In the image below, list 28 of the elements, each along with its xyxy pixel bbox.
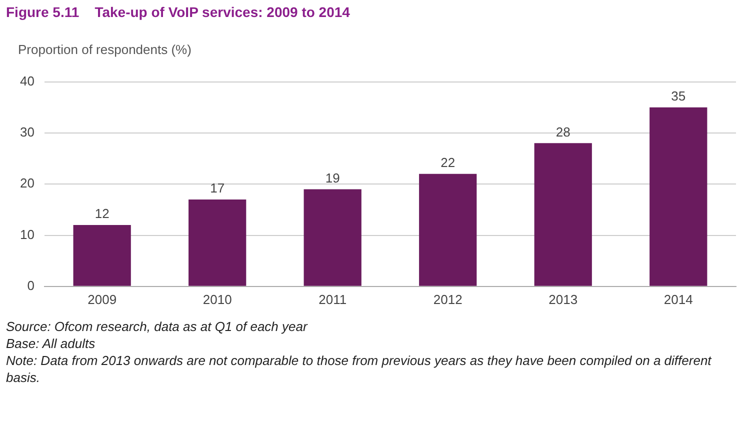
- data-label: 19: [325, 170, 340, 186]
- x-tick-label: 2010: [202, 292, 232, 307]
- chart-title: Figure 5.11 Take-up of VoIP services: 2009 to 2014: [6, 4, 350, 20]
- data-label: 22: [440, 154, 456, 170]
- bar: [188, 199, 246, 286]
- y-tick-label: 10: [20, 226, 34, 242]
- data-label: 28: [556, 124, 570, 140]
- y-tick-label: 20: [20, 176, 34, 191]
- y-tick-label: 40: [20, 73, 34, 88]
- data-label: 12: [94, 206, 110, 222]
- data-label: 35: [671, 88, 686, 104]
- x-tick-label: 2009: [88, 292, 117, 307]
- x-tick-label: 2012: [433, 292, 462, 307]
- x-tick-label: 2011: [318, 292, 347, 307]
- source-note: Source: Ofcom research, data as at Q1 of each year: [6, 318, 309, 335]
- data-label: 17: [210, 180, 225, 196]
- bar: [419, 174, 477, 286]
- y-axis-title: Proportion of respondents (%): [18, 42, 192, 57]
- y-tick-label: 0: [27, 278, 34, 293]
- text: Base: All adults: [6, 335, 96, 352]
- bar: [304, 189, 362, 286]
- bar: [650, 107, 708, 286]
- bar: [534, 143, 592, 286]
- x-tick-label: 2014: [664, 292, 693, 307]
- x-tick-label: 2013: [548, 292, 578, 307]
- bar: [73, 225, 131, 286]
- text: Note: Data from 2013 onwards are not comparable to those from previous years as they have been compiled on a different basis.: [6, 352, 713, 386]
- y-tick-label: 30: [20, 124, 34, 140]
